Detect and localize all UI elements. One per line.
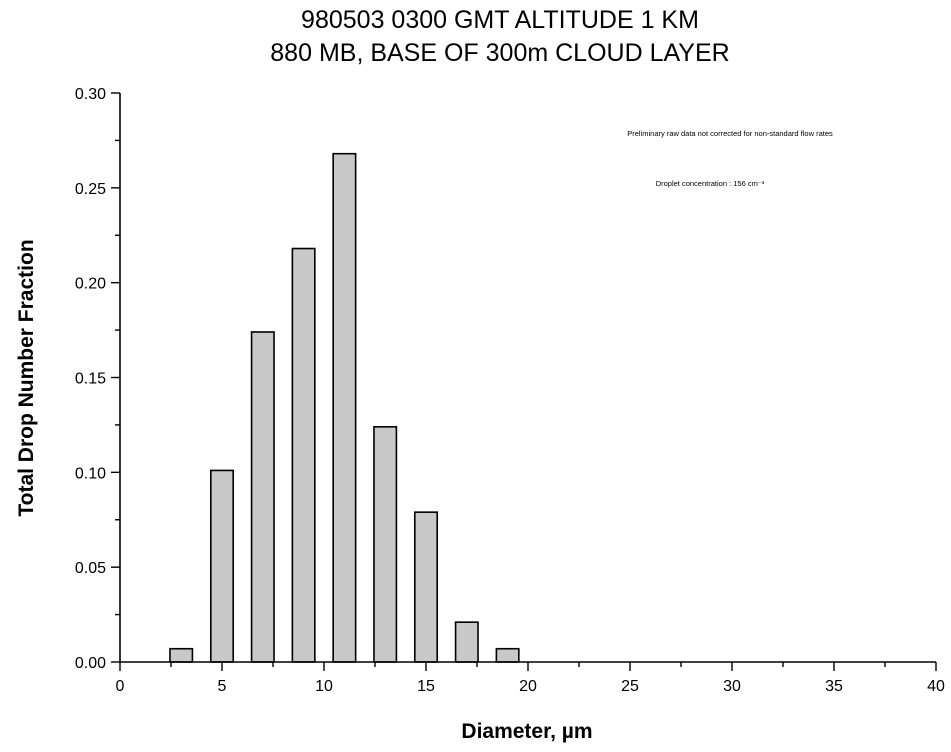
y-axis-label: Total Drop Number Fraction — [15, 239, 38, 516]
y-tick-label: 0.30 — [75, 86, 106, 103]
x-tick-label: 35 — [825, 678, 843, 695]
x-tick-label: 15 — [417, 678, 435, 695]
y-tick-label: 0.00 — [75, 655, 106, 672]
chart-title: 980503 0300 GMT ALTITUDE 1 KM — [301, 6, 699, 34]
x-axis-label: Diameter, µm — [461, 720, 592, 743]
y-tick-label: 0.25 — [75, 181, 106, 198]
y-tick-label: 0.10 — [75, 465, 106, 482]
y-tick-label: 0.20 — [75, 276, 106, 293]
x-tick-label: 20 — [519, 678, 537, 695]
x-tick-label: 0 — [116, 678, 125, 695]
axes — [119, 93, 936, 663]
x-tick-label: 30 — [723, 678, 741, 695]
bar-5 — [209, 469, 235, 663]
bar-17 — [454, 621, 479, 663]
x-tick-label: 40 — [927, 678, 945, 695]
bar-19 — [495, 647, 520, 663]
x-tick-label: 5 — [218, 678, 227, 695]
bar-11 — [332, 152, 357, 663]
bar-15 — [413, 511, 439, 663]
y-tick-label: 0.05 — [75, 560, 106, 577]
bars — [169, 152, 520, 663]
bar-13 — [373, 426, 398, 663]
annotation-raw-data-note: Preliminary raw data not corrected for n… — [627, 129, 833, 138]
x-tick-label: 25 — [621, 678, 639, 695]
x-tick-label: 10 — [315, 678, 333, 695]
x-axis-ticks: 0 5 10 15 20 25 30 35 40 — [116, 662, 945, 695]
chart-subtitle: 880 MB, BASE OF 300m CLOUD LAYER — [270, 39, 729, 67]
bar-9 — [291, 247, 316, 663]
annotation-droplet-concentration: Droplet concentration : 156 cm⁻³ — [656, 179, 765, 188]
y-axis-ticks: 0.00 0.05 0.10 0.15 0.20 0.25 0.30 — [75, 86, 120, 672]
bar-3 — [169, 647, 194, 663]
bar-7 — [250, 331, 275, 663]
y-tick-label: 0.15 — [75, 371, 106, 388]
